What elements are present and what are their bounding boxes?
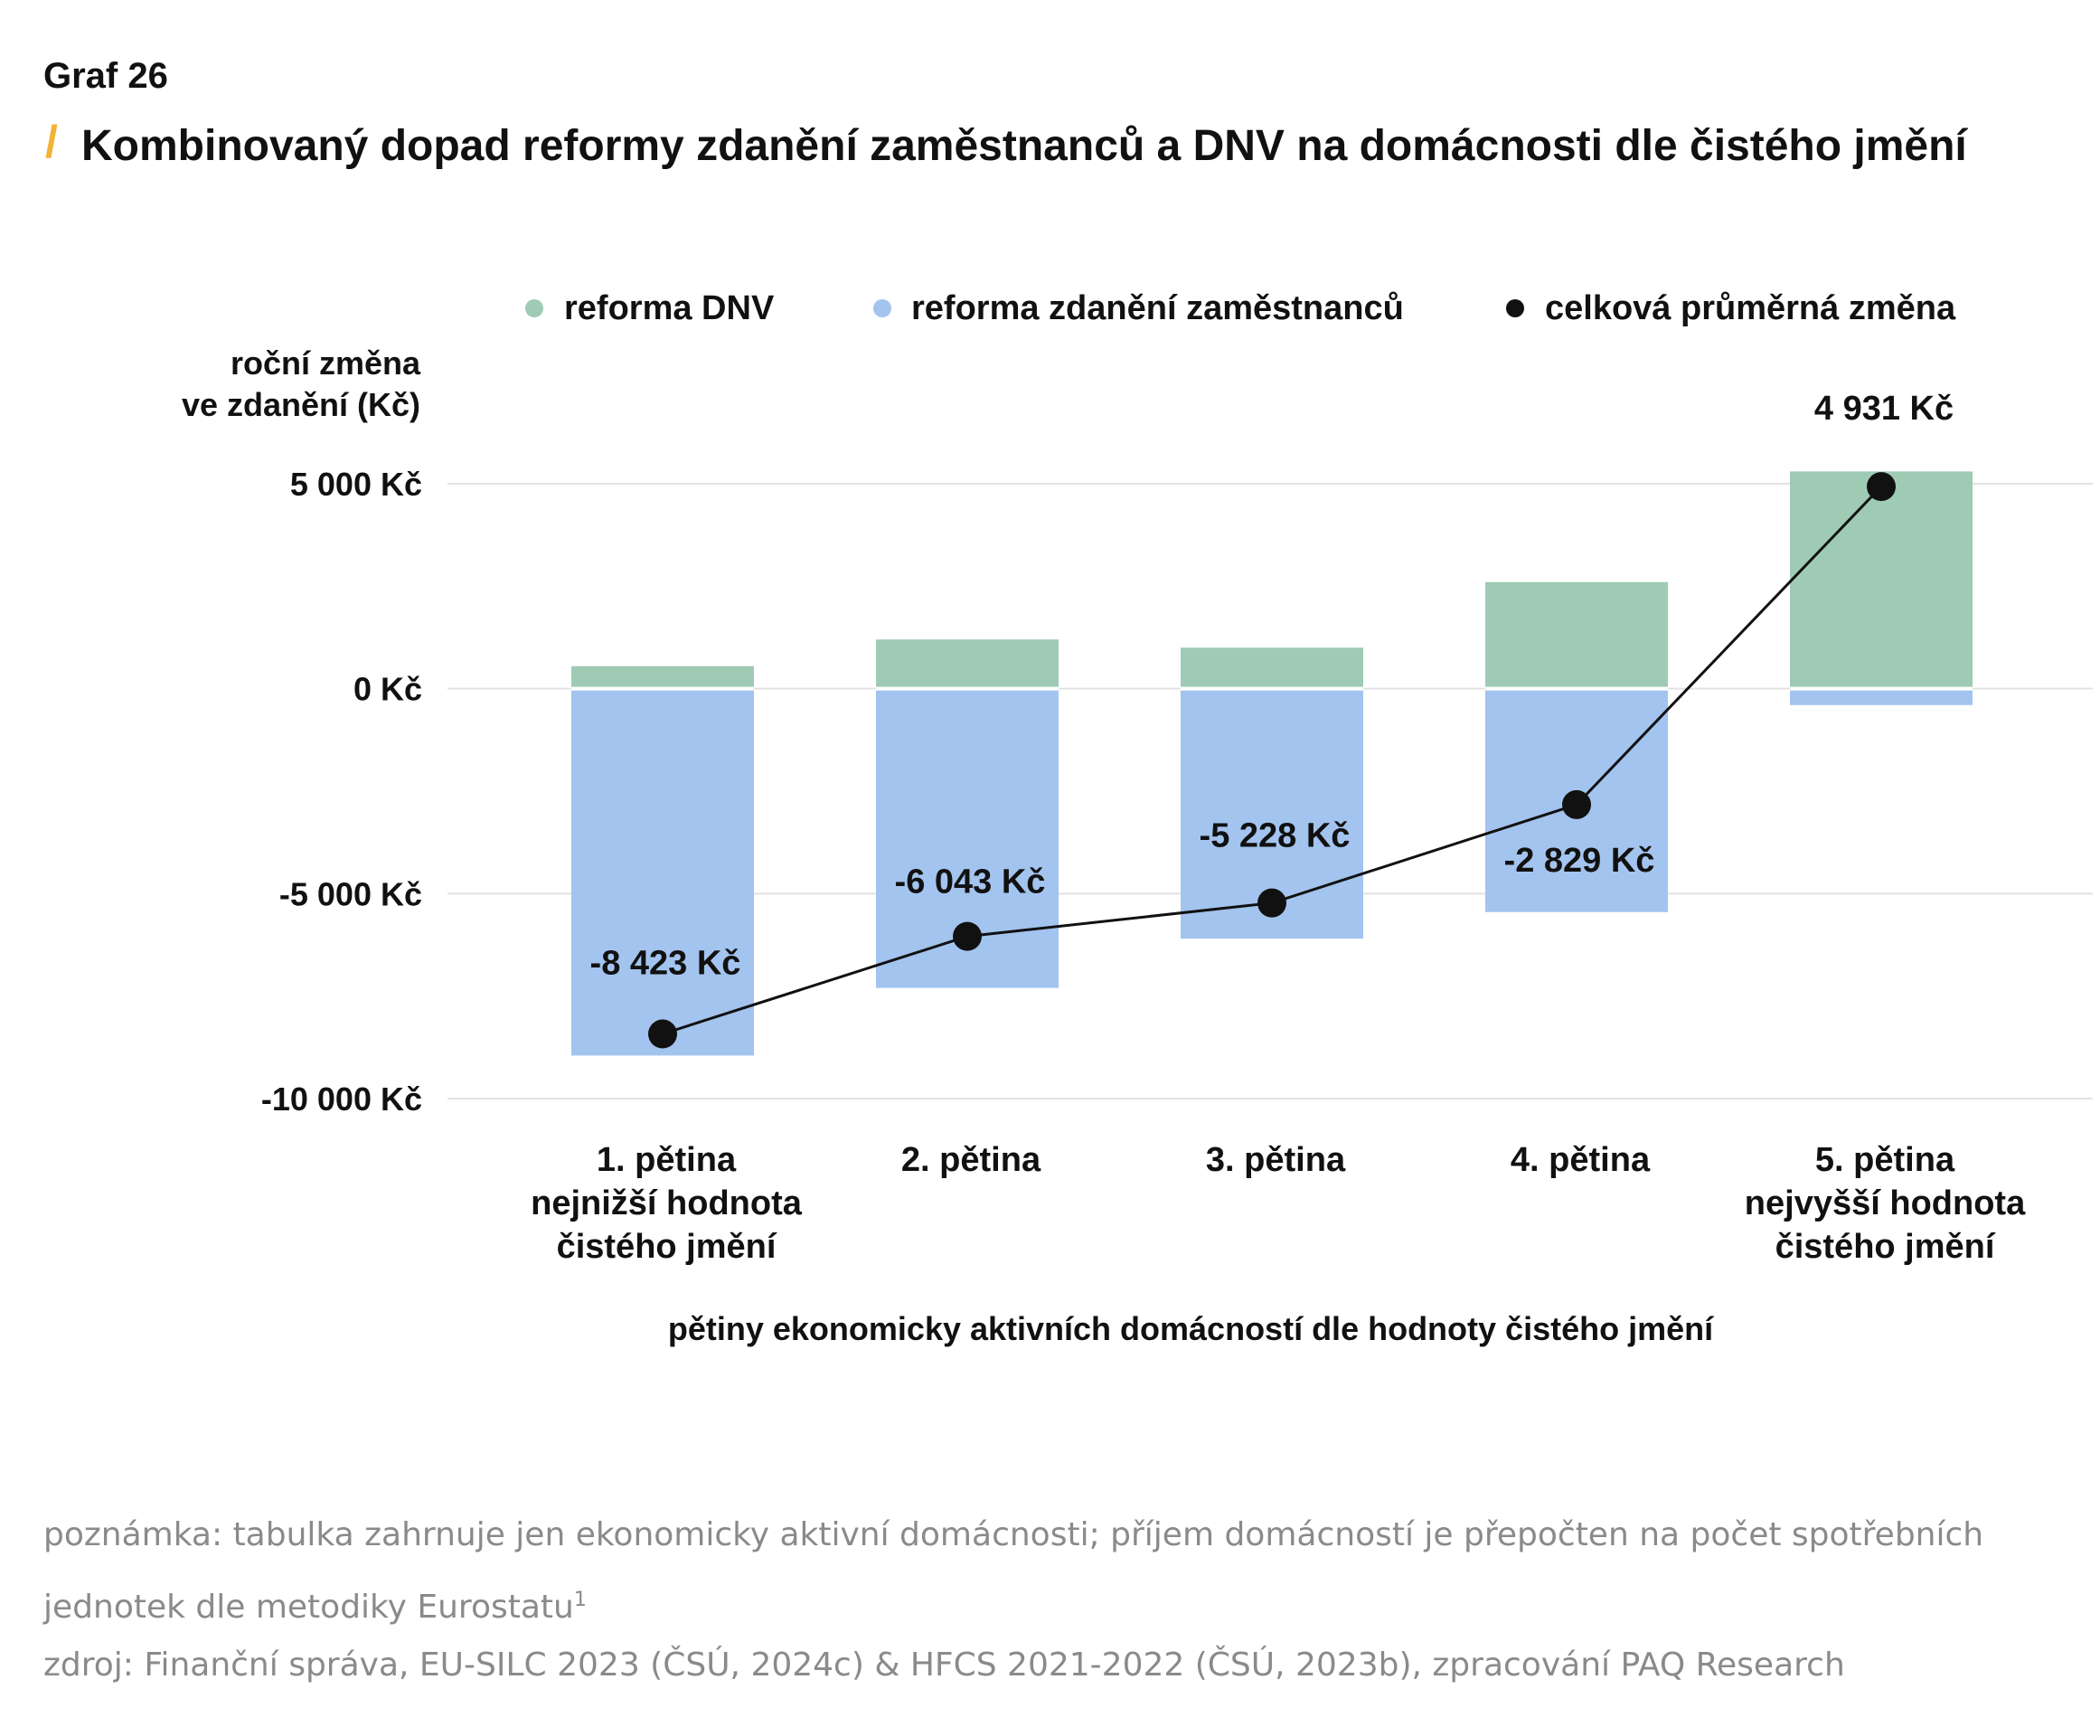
legend-label: celková průměrná změna [1545, 289, 1956, 327]
chart-note: poznámka: tabulka zahrnuje jen ekonomick… [43, 1503, 2068, 1640]
legend-marker [873, 299, 891, 317]
legend-marker [1506, 299, 1524, 317]
data-label: -8 423 Kč [590, 945, 741, 983]
x-tick-label: 1. pětina [597, 1141, 737, 1179]
bar [1181, 647, 1363, 689]
data-label: 4 931 Kč [1814, 390, 1954, 428]
x-tick-label: čistého jmění [557, 1228, 777, 1266]
y-tick-label: 5 000 Kč [290, 466, 422, 503]
x-tick-label: 5. pětina [1815, 1141, 1955, 1179]
y-axis-title: roční změna [231, 344, 421, 382]
y-tick-label: -5 000 Kč [279, 875, 422, 912]
x-tick-label: 2. pětina [901, 1141, 1041, 1179]
footnote-marker: 1 [573, 1589, 587, 1611]
x-tick-label: 4. pětina [1511, 1141, 1651, 1179]
legend-marker [525, 299, 543, 317]
y-axis-title: ve zdanění (Kč) [182, 386, 420, 423]
bar [1485, 581, 1668, 689]
x-tick-label: nejnižší hodnota [531, 1184, 803, 1222]
total-change-point [1257, 888, 1286, 918]
bar [571, 665, 754, 689]
chart-note-text: poznámka: tabulka zahrnuje jen ekonomick… [43, 1516, 1984, 1626]
total-change-point [953, 921, 982, 951]
total-change-point [1867, 472, 1896, 502]
bar [571, 688, 754, 1056]
legend-label: reforma DNV [564, 289, 775, 327]
data-label: -6 043 Kč [895, 863, 1046, 901]
data-label: -5 228 Kč [1200, 817, 1351, 855]
data-label: -2 829 Kč [1504, 842, 1655, 880]
y-tick-label: -10 000 Kč [261, 1080, 422, 1118]
figure-number: Graf 26 [43, 56, 168, 96]
chart-title: Kombinovaný dopad reformy zdanění zaměst… [81, 122, 1967, 170]
total-change-point [648, 1019, 677, 1049]
x-tick-label: 3. pětina [1206, 1141, 1346, 1179]
bar [1790, 471, 1973, 689]
bar [876, 639, 1059, 689]
y-tick-label: 0 Kč [353, 671, 422, 708]
title-accent-mark: / [45, 117, 58, 167]
x-tick-label: nejvyšší hodnota [1745, 1184, 2026, 1222]
bar [1790, 688, 1973, 705]
chart-source: zdroj: Finanční správa, EU-SILC 2023 (ČS… [43, 1646, 1845, 1684]
total-change-point [1562, 789, 1591, 819]
x-tick-label: čistého jmění [1775, 1228, 1996, 1266]
x-axis-title: pětiny ekonomicky aktivních domácností d… [668, 1310, 1714, 1347]
legend-label: reforma zdanění zaměstnanců [911, 289, 1404, 327]
